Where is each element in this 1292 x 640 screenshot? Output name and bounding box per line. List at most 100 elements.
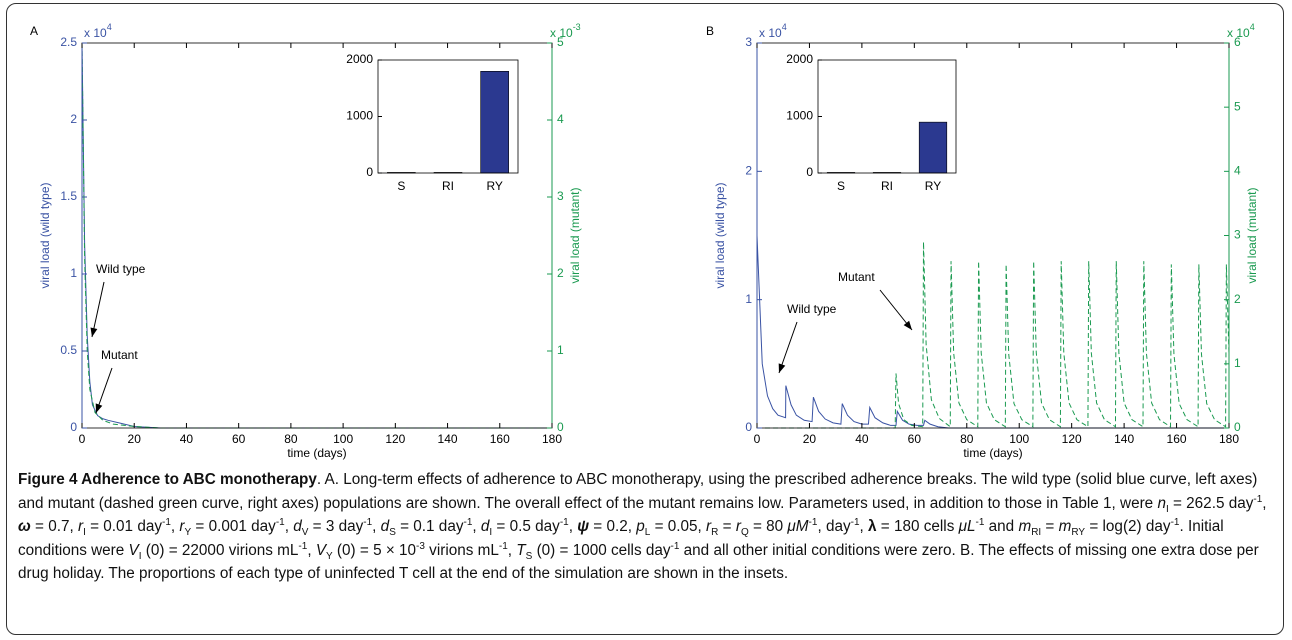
x-tick-label: RY <box>486 179 502 193</box>
caption-text: = 0.001 day <box>191 518 276 535</box>
series-annotation: Mutant <box>101 348 138 362</box>
caption-text: , <box>170 518 180 535</box>
caption-text: -1 <box>161 516 171 528</box>
panel-label: B <box>706 24 714 38</box>
axis-multiplier: x 104 <box>759 22 787 40</box>
y-tick-label: 0 <box>806 165 813 179</box>
series-line <box>757 241 1230 429</box>
x-tick-label: 80 <box>960 432 974 446</box>
y2-tick-label: 1 <box>557 343 564 357</box>
caption-text: -1 <box>670 540 680 552</box>
y-tick-label: 1.5 <box>60 189 77 203</box>
multiplier-base: x 10 <box>1227 26 1250 40</box>
x-tick-label: S <box>397 179 405 193</box>
x-tick-label: 20 <box>128 432 142 446</box>
y2-tick-label: 2 <box>557 266 564 280</box>
caption-text: m <box>1018 518 1032 535</box>
x-tick-label: 60 <box>232 432 246 446</box>
y2-tick-label: 4 <box>557 112 564 126</box>
caption-text: r <box>706 518 712 535</box>
y-tick-label: 1 <box>745 292 752 306</box>
arrow-head <box>95 403 103 413</box>
x-tick-label: 0 <box>754 432 761 446</box>
caption-text: p <box>636 518 645 535</box>
inset-frame <box>377 59 519 174</box>
caption-text: ω <box>18 518 31 535</box>
x-tick-label: 120 <box>385 432 405 446</box>
caption-text: Q <box>740 527 749 539</box>
arrow-head <box>903 320 912 330</box>
multiplier-base: x 10 <box>84 26 107 40</box>
plot-area <box>757 43 1229 428</box>
caption-text: = log(2) day <box>1085 518 1171 535</box>
caption-text: V <box>301 527 309 539</box>
caption-text: V <box>315 541 327 559</box>
caption-text: μL <box>958 518 976 535</box>
y-tick-label: 1000 <box>346 109 373 123</box>
x-tick-label: 40 <box>180 432 194 446</box>
x-axis-label: time (days) <box>287 446 346 460</box>
caption-text: = 0.05, <box>650 518 707 535</box>
x-tick-label: 160 <box>490 432 510 446</box>
bar <box>918 121 948 174</box>
y-tick-label: 2000 <box>786 52 813 66</box>
multiplier-exponent: 4 <box>1250 22 1255 32</box>
caption-text: , <box>372 518 381 535</box>
caption-text: r <box>179 518 185 535</box>
y2-tick-label: 1 <box>1234 356 1241 370</box>
caption-text: d <box>380 518 390 535</box>
x-tick-label: 100 <box>333 432 353 446</box>
x-tick-label: RI <box>442 179 454 193</box>
caption-text: = 80 <box>748 518 788 535</box>
caption-text: . A. Long-term effects of adherence to A… <box>18 471 1258 512</box>
caption-text: = 180 cells <box>876 518 959 535</box>
caption-text: Figure 4 Adherence to ABC monotherapy <box>18 471 317 488</box>
series-line <box>756 235 1229 429</box>
series-line <box>81 42 552 429</box>
arrow-head <box>778 363 786 373</box>
y-tick-label: 1000 <box>786 109 813 123</box>
caption-text: μM <box>787 518 809 535</box>
caption-text: (0) = 22000 virions mL <box>141 541 299 559</box>
caption-text: ψ <box>577 518 590 535</box>
caption-text: -1 <box>363 516 373 528</box>
axis-multiplier: x 104 <box>1227 22 1255 40</box>
caption-text: -1 <box>559 516 569 528</box>
figure-frame <box>6 3 1284 635</box>
y-tick-label: 0 <box>745 420 752 434</box>
y-tick-label: 0.5 <box>60 343 77 357</box>
caption-text: , <box>1262 494 1267 512</box>
caption-text: V <box>128 541 139 559</box>
y-tick-label: 2 <box>745 164 752 178</box>
caption-text: -1 <box>1170 516 1180 528</box>
x-tick-label: 40 <box>855 432 869 446</box>
x-axis-label: time (days) <box>963 446 1022 460</box>
caption-text: (0) = 5 × 10 <box>332 541 417 559</box>
caption-text: d <box>480 518 490 535</box>
caption-text: -1 <box>975 516 985 528</box>
caption-text: Y <box>184 527 192 539</box>
y2-axis-label: viral load (mutant) <box>1245 187 1259 283</box>
series-annotation: Mutant <box>838 270 875 284</box>
y-axis-label: viral load (wild type) <box>38 182 52 288</box>
caption: Figure 4 Adherence to ABC monotherapy. A… <box>18 468 1276 586</box>
caption-text: and <box>984 518 1019 535</box>
y-tick-label: 2.5 <box>60 35 77 49</box>
caption-text: λ <box>868 518 877 535</box>
figure: 0 20 40 60 80 100 120 140 160 18000.511.522.50123… <box>30 22 1259 460</box>
caption-text: n <box>1157 494 1166 512</box>
caption-text: = 0.1 day <box>395 518 464 535</box>
x-tick-label: 20 <box>803 432 817 446</box>
arrow <box>91 281 105 338</box>
caption-text: I <box>138 550 142 562</box>
y2-tick-label: 2 <box>1234 292 1241 306</box>
y-tick-label: 2000 <box>346 52 373 66</box>
caption-text: L <box>644 527 651 539</box>
caption-text: RY <box>1071 527 1086 539</box>
caption-text: virions mL <box>424 541 499 559</box>
caption-text: S <box>389 527 396 539</box>
caption-text: -1 <box>498 540 508 552</box>
caption-text: RI <box>1031 527 1042 539</box>
x-tick-label: 0 <box>79 432 86 446</box>
